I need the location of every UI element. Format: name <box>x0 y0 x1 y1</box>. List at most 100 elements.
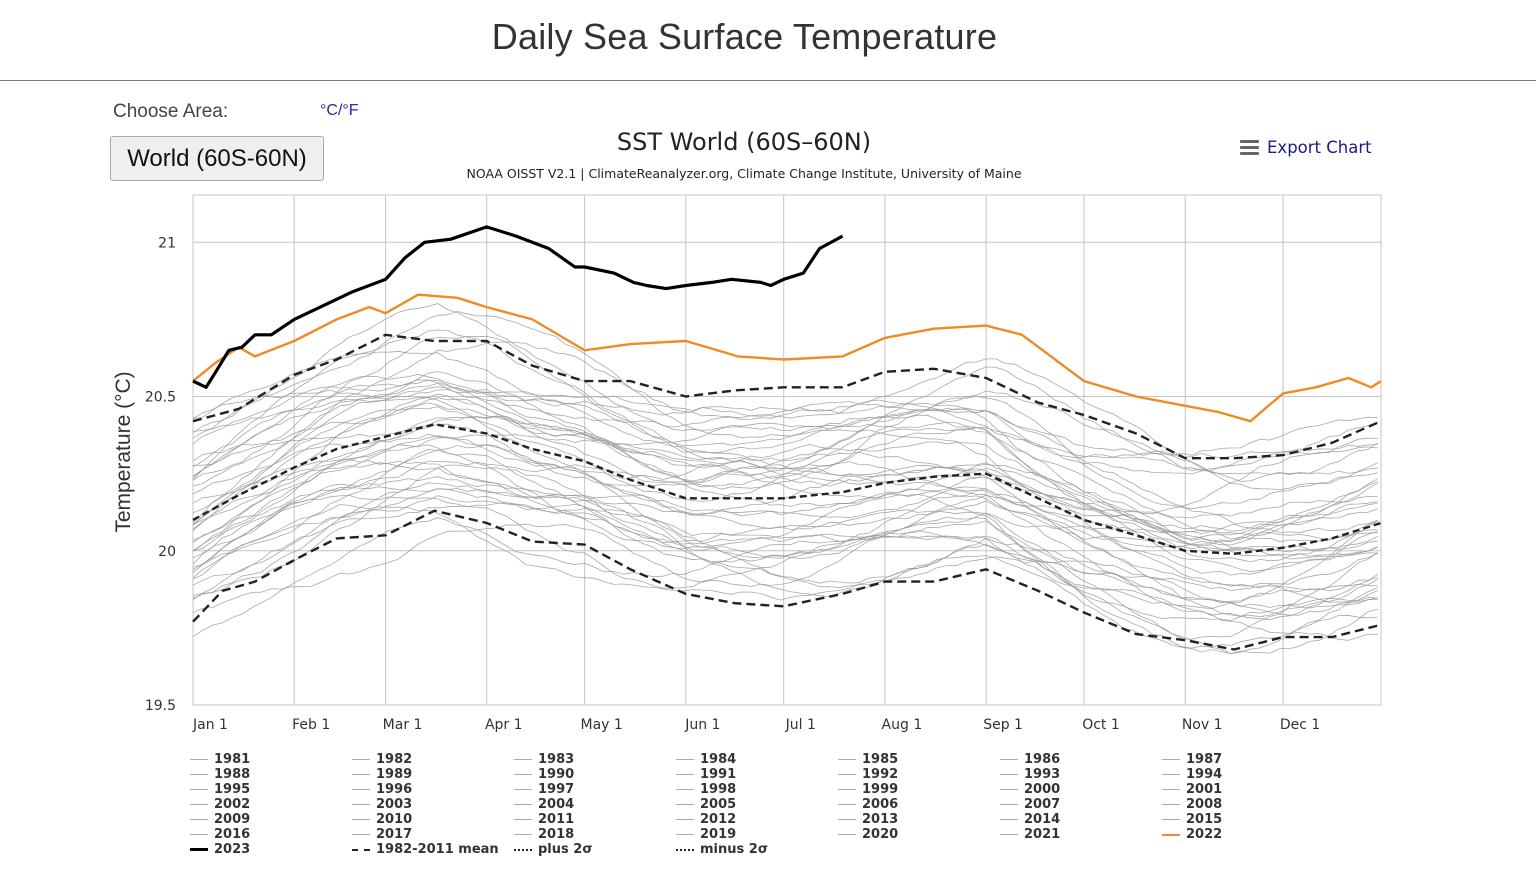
legend-item[interactable]: 1984 <box>676 752 736 767</box>
series-line-1982-2011-mean[interactable] <box>192 423 1382 555</box>
year-line-1996[interactable] <box>192 444 1378 592</box>
legend-item[interactable]: 1991 <box>676 767 736 782</box>
year-line-2003[interactable] <box>192 396 1378 532</box>
legend-item[interactable]: 2010 <box>352 812 412 827</box>
legend-swatch-icon <box>190 848 208 851</box>
legend-item[interactable]: 2008 <box>1162 797 1222 812</box>
legend-item[interactable]: 1983 <box>514 752 574 767</box>
legend-item[interactable]: 1988 <box>190 767 250 782</box>
unit-toggle-link[interactable]: °C/°F <box>320 102 359 119</box>
legend-swatch-icon <box>838 789 856 790</box>
year-line-1997[interactable] <box>192 433 1378 560</box>
legend-item[interactable]: 2017 <box>352 827 412 842</box>
year-line-2004[interactable] <box>192 402 1378 573</box>
year-line-1998[interactable] <box>192 462 1378 553</box>
year-line-2011[interactable] <box>192 350 1378 542</box>
export-chart-button[interactable]: Export Chart <box>1240 134 1372 160</box>
legend-item[interactable]: 2001 <box>1162 782 1222 797</box>
legend-item[interactable]: 2012 <box>676 812 736 827</box>
y-tick-label: 20.5 <box>145 390 176 406</box>
legend-item[interactable]: 1986 <box>1000 752 1060 767</box>
year-line-2014[interactable] <box>192 341 1378 535</box>
legend-item[interactable]: 2011 <box>514 812 574 827</box>
year-line-1984[interactable] <box>192 495 1378 655</box>
legend-item[interactable]: 1993 <box>1000 767 1060 782</box>
legend-item[interactable]: 1989 <box>352 767 412 782</box>
legend-item[interactable]: 2015 <box>1162 812 1222 827</box>
legend-item[interactable]: 1992 <box>838 767 898 782</box>
legend-item[interactable]: 2018 <box>514 827 574 842</box>
year-line-1994[interactable] <box>192 460 1378 618</box>
year-line-2018[interactable] <box>192 311 1378 515</box>
year-line-2021[interactable] <box>192 303 1378 459</box>
series-line-2023[interactable] <box>192 225 844 389</box>
legend-item[interactable]: 2019 <box>676 827 736 842</box>
highlight-lines <box>192 225 1382 651</box>
legend-item[interactable]: 2014 <box>1000 812 1060 827</box>
legend-item[interactable]: 1982 <box>352 752 412 767</box>
legend-item[interactable]: 1995 <box>190 782 250 797</box>
x-tick-label: Jan 1 <box>192 717 228 733</box>
legend-item[interactable]: 1985 <box>838 752 898 767</box>
area-select-button[interactable]: World (60S-60N) <box>110 136 324 181</box>
legend-swatch-icon <box>190 834 208 835</box>
year-line-1989[interactable] <box>192 464 1378 621</box>
legend-item[interactable]: 1990 <box>514 767 574 782</box>
year-line-2002[interactable] <box>192 435 1378 557</box>
year-line-2017[interactable] <box>192 366 1378 471</box>
year-line-2020[interactable] <box>192 358 1378 482</box>
y-tick-label: 20 <box>158 544 176 560</box>
legend-item[interactable]: 2016 <box>190 827 250 842</box>
series-line-plus-2[interactable] <box>192 333 1382 460</box>
legend-swatch-icon <box>1000 834 1018 835</box>
year-line-2012[interactable] <box>192 335 1378 519</box>
year-line-1992[interactable] <box>192 476 1378 621</box>
legend-item[interactable]: 2009 <box>190 812 250 827</box>
legend-item[interactable]: 1982-2011 mean <box>352 842 499 857</box>
legend-swatch-icon <box>190 804 208 805</box>
year-line-1981[interactable] <box>192 516 1378 649</box>
legend-item[interactable]: 1981 <box>190 752 250 767</box>
year-line-1999[interactable] <box>192 434 1378 587</box>
legend-item[interactable]: 2007 <box>1000 797 1060 812</box>
legend-item[interactable]: 1987 <box>1162 752 1222 767</box>
year-line-1986[interactable] <box>192 502 1378 654</box>
year-line-2016[interactable] <box>192 379 1378 490</box>
legend-item[interactable]: 2013 <box>838 812 898 827</box>
legend-item[interactable]: 1994 <box>1162 767 1222 782</box>
year-line-1983[interactable] <box>192 504 1378 616</box>
series-line-minus-2[interactable] <box>192 509 1382 651</box>
year-line-1991[interactable] <box>192 458 1378 604</box>
legend-item[interactable]: 2005 <box>676 797 736 812</box>
legend-item[interactable]: 2020 <box>838 827 898 842</box>
legend-item[interactable]: 2002 <box>190 797 250 812</box>
year-line-2007[interactable] <box>192 373 1378 540</box>
x-tick-label: Jul 1 <box>785 717 816 733</box>
legend-item[interactable]: plus 2σ <box>514 842 592 857</box>
legend-item[interactable]: 2022 <box>1162 827 1222 842</box>
legend-item[interactable]: 2021 <box>1000 827 1060 842</box>
legend-label: 1990 <box>538 767 575 782</box>
year-line-2006[interactable] <box>192 415 1378 546</box>
year-line-1982[interactable] <box>192 517 1378 641</box>
legend-item[interactable]: 2003 <box>352 797 412 812</box>
legend-item[interactable]: 2000 <box>1000 782 1060 797</box>
legend-label: 1987 <box>1186 752 1223 767</box>
legend-swatch-icon <box>514 759 532 760</box>
legend-swatch-icon <box>1162 804 1180 805</box>
year-line-2019[interactable] <box>192 329 1378 456</box>
legend-item[interactable]: minus 2σ <box>676 842 768 857</box>
legend-item[interactable]: 2023 <box>190 842 250 857</box>
legend-item[interactable]: 1998 <box>676 782 736 797</box>
year-line-2008[interactable] <box>192 393 1378 541</box>
year-line-1987[interactable] <box>192 497 1378 603</box>
legend-label: 1983 <box>538 752 575 767</box>
legend-item[interactable]: 1999 <box>838 782 898 797</box>
year-line-2015[interactable] <box>192 371 1378 482</box>
legend-item[interactable]: 2006 <box>838 797 898 812</box>
legend-item[interactable]: 2004 <box>514 797 574 812</box>
legend-item[interactable]: 1997 <box>514 782 574 797</box>
series-line-2022[interactable] <box>192 293 1382 423</box>
legend-item[interactable]: 1996 <box>352 782 412 797</box>
